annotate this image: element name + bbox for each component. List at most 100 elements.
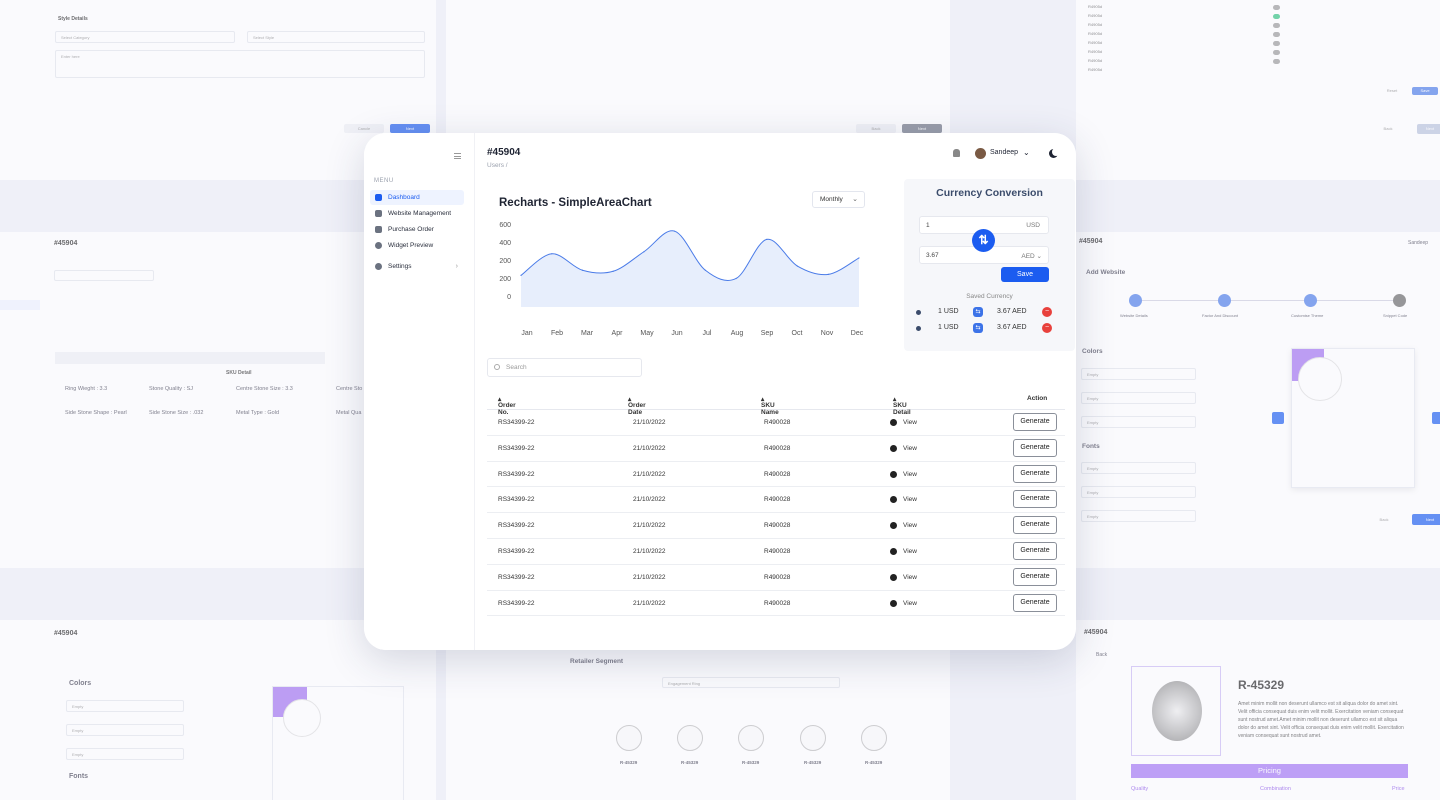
swap-icon[interactable]: ⇆ [973,307,983,317]
ring-thumb[interactable] [738,725,764,751]
step-4[interactable] [1393,294,1406,307]
view-link[interactable]: View [903,419,917,426]
swap-currency-icon[interactable]: ⇅ [972,229,995,252]
eye-icon[interactable] [890,522,897,530]
next-arrow-button[interactable] [1432,412,1440,424]
toggle-switch[interactable] [1273,41,1280,46]
eye-icon[interactable] [890,444,897,452]
ring-thumb[interactable] [800,725,826,751]
sidebar-item-dashboard[interactable]: Dashboard [370,190,464,205]
bg-panel-colors: #45904 Colors Empty Empty Empty Fonts [0,620,436,800]
selected-row[interactable] [55,352,325,364]
toggle-switch[interactable] [1273,59,1280,64]
generate-button[interactable]: Generate [1013,593,1057,612]
back-button-3[interactable]: Back [1376,124,1400,134]
next-button-4[interactable]: Next [1412,514,1440,525]
col-order-date[interactable]: Order Date ▴ [628,396,646,416]
generate-button[interactable]: Generate [1013,490,1057,509]
toggle-switch[interactable] [1273,32,1280,37]
ring-thumb[interactable] [861,725,887,751]
remove-icon[interactable]: − [1042,307,1052,317]
color-select[interactable]: Empty [1081,392,1196,404]
swap-icon[interactable]: ⇆ [973,323,983,333]
sidebar-item-purchase-order[interactable]: Purchase Order [370,222,464,237]
color-select-2[interactable]: Empty [66,724,184,736]
chevron-down-icon[interactable]: ⌄ [1023,148,1030,157]
sidebar-item-settings[interactable]: Settings › [370,259,464,274]
next-button[interactable]: Next [390,124,430,133]
avatar[interactable] [975,148,986,159]
save-button[interactable]: Save [1001,267,1049,282]
eye-icon[interactable] [890,573,897,581]
col-order-no[interactable]: Order No. ▴ [498,396,516,416]
dark-mode-icon[interactable] [1049,148,1060,158]
segment-select[interactable]: Engagement Ring [662,677,840,688]
view-link[interactable]: View [903,599,917,607]
font-select[interactable]: Empty [1081,510,1196,522]
step-2[interactable] [1218,294,1231,307]
font-select[interactable]: Empty [1081,462,1196,474]
view-link[interactable]: View [903,470,917,478]
pricing-bar[interactable]: Pricing [1131,764,1408,778]
toggle-switch[interactable] [1273,23,1280,28]
generate-button[interactable]: Generate [1013,438,1057,457]
period-dropdown[interactable]: Monthly ⌄ [812,191,865,208]
eye-icon[interactable] [890,599,897,607]
ring-thumb[interactable] [677,725,703,751]
color-select[interactable]: Empty [1081,416,1196,428]
table-row: RS34399-22 21/10/2022 R490028 View Generate [487,436,1065,462]
bg-search[interactable] [54,270,154,281]
sku-item: R4905d [1088,67,1103,72]
unit-to-select[interactable]: AED ⌄ [1021,253,1042,260]
generate-button[interactable]: Generate [1013,413,1057,431]
col-sku-detail[interactable]: SKU Detail ▴ [893,396,911,416]
eye-icon[interactable] [890,496,897,504]
color-select-2[interactable]: Empty [66,700,184,712]
toggle-switch[interactable] [1273,5,1280,10]
eye-icon[interactable] [890,470,897,478]
step-3[interactable] [1304,294,1317,307]
remove-icon[interactable]: − [1042,323,1052,333]
category-select[interactable]: Select Category [55,31,235,43]
bell-icon[interactable] [953,149,960,157]
sidebar-item-website-management[interactable]: Website Management [370,206,464,221]
back-button-4[interactable]: Back [1366,514,1402,525]
col-sku-name[interactable]: SKU Name ▴ [761,396,779,416]
cancel-button[interactable]: Cancle [344,124,384,133]
reset-button[interactable]: Reset [1380,87,1404,95]
view-link[interactable]: View [903,496,917,504]
back-link[interactable]: Back [1096,652,1108,658]
style-select[interactable]: Select Style [247,31,425,43]
sku-centre-stone-cut: Centre Sto [336,386,363,392]
view-link[interactable]: View [903,548,917,555]
next-button-3[interactable]: Next [1417,124,1440,134]
toggle-switch[interactable] [1273,14,1280,19]
search-input[interactable]: Search [487,358,642,377]
next-button-2[interactable]: Next [902,124,942,133]
font-select[interactable]: Empty [1081,486,1196,498]
view-link[interactable]: View [903,522,917,530]
back-button[interactable]: Back [856,124,896,133]
toggle-switch[interactable] [1273,50,1280,55]
x-tick-label: Oct [792,330,803,337]
user-name[interactable]: Sandeep [990,149,1019,156]
generate-button[interactable]: Generate [1013,542,1057,560]
generate-button[interactable]: Generate [1013,567,1057,586]
view-link[interactable]: View [903,573,917,581]
sidebar-item-widget-preview[interactable]: Widget Preview [370,238,464,253]
color-select[interactable]: Empty [1081,368,1196,380]
description-textarea[interactable]: Enter here [55,50,425,78]
generate-button[interactable]: Generate [1013,464,1057,483]
ring-thumb[interactable] [616,725,642,751]
bg-right-title: #45904 [1079,238,1103,245]
view-link[interactable]: View [903,444,917,452]
ring-code: R-45329 [742,760,760,765]
eye-icon[interactable] [890,548,897,555]
step-1[interactable] [1129,294,1142,307]
menu-toggle-icon[interactable] [454,153,461,159]
color-select-2[interactable]: Empty [66,748,184,760]
eye-icon[interactable] [890,419,897,426]
generate-button[interactable]: Generate [1013,516,1057,535]
save-mini-button[interactable]: Save [1412,87,1438,95]
prev-arrow-button[interactable] [1272,412,1284,424]
